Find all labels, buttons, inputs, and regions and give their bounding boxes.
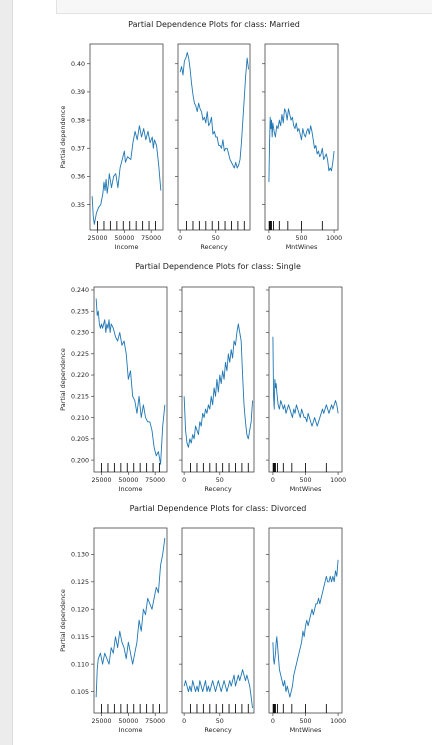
x-axis-label: Income bbox=[119, 726, 143, 734]
y-tick-label: 0.210 bbox=[71, 415, 89, 422]
x-tick-label: 75000 bbox=[145, 477, 165, 484]
y-tick-label: 0.130 bbox=[71, 552, 89, 559]
y-tick-label: 0.235 bbox=[71, 308, 89, 315]
subplot-mntwines: 0 500 1000 MntWines bbox=[262, 44, 342, 251]
x-axis-label: Recency bbox=[200, 243, 227, 251]
x-tick-label: 1000 bbox=[326, 235, 342, 242]
y-tick-label: 0.105 bbox=[71, 689, 89, 696]
pd-series-line bbox=[273, 560, 338, 697]
x-tick-label: 0 bbox=[178, 235, 182, 242]
x-axis-label: Income bbox=[115, 243, 139, 251]
x-axis-label: MntWines bbox=[286, 243, 318, 251]
x-tick-label: 50 bbox=[216, 477, 224, 484]
subplot-mntwines: 0 500 1000 MntWines bbox=[266, 287, 346, 493]
y-tick-label: 0.35 bbox=[71, 202, 85, 209]
plot-frame bbox=[178, 44, 250, 230]
x-tick-label: 0 bbox=[182, 477, 186, 484]
plot-frame bbox=[269, 287, 342, 472]
y-tick-label: 0.110 bbox=[71, 661, 89, 668]
subplot-mntwines: 0 500 1000 MntWines bbox=[266, 528, 346, 734]
x-tick-label: 500 bbox=[299, 477, 311, 484]
x-tick-label: 25000 bbox=[87, 235, 107, 242]
subplot-income: 0.105 0.110 0.115 0.120 0.125 0.130 25000 50000… bbox=[71, 528, 167, 734]
x-tick-label: 0 bbox=[271, 718, 275, 725]
pdp-figure-2: Partial Dependence Plots for class: Divo… bbox=[59, 504, 346, 734]
y-axis-label: Partial dependence bbox=[59, 106, 67, 169]
x-tick-label: 500 bbox=[295, 235, 307, 242]
pd-series-line bbox=[92, 126, 161, 225]
x-axis-label: Income bbox=[119, 485, 143, 493]
x-tick-label: 75000 bbox=[145, 718, 165, 725]
plot-frame bbox=[94, 287, 167, 472]
x-tick-label: 50 bbox=[212, 235, 220, 242]
x-tick-label: 0 bbox=[267, 235, 271, 242]
plot-frame bbox=[94, 528, 167, 713]
y-tick-label: 0.220 bbox=[71, 372, 89, 379]
y-tick-label: 0.225 bbox=[71, 351, 89, 358]
y-tick-label: 0.39 bbox=[71, 89, 85, 96]
pd-series-line bbox=[184, 670, 252, 708]
pdp-figure-0: Partial Dependence Plots for class: Marr… bbox=[59, 20, 342, 251]
y-tick-label: 0.240 bbox=[71, 287, 89, 294]
pd-series-line bbox=[96, 538, 165, 697]
subplot-income: 0.200 0.205 0.210 0.215 0.220 0.225 0.230 0.235… bbox=[71, 287, 167, 493]
x-tick-label: 50000 bbox=[114, 235, 134, 242]
x-tick-label: 1000 bbox=[330, 477, 346, 484]
y-tick-label: 0.36 bbox=[71, 174, 85, 181]
pd-series-line bbox=[273, 337, 338, 426]
subplot-income: 0.35 0.36 0.37 0.38 0.39 0.40 25000 50000 75000I… bbox=[71, 44, 163, 251]
x-axis-label: Recency bbox=[204, 485, 231, 493]
x-tick-label: 50000 bbox=[118, 718, 138, 725]
plot-frame bbox=[269, 528, 342, 713]
pd-series-line bbox=[180, 52, 248, 168]
figure-title: Partial Dependence Plots for class: Sing… bbox=[135, 262, 301, 271]
x-tick-label: 25000 bbox=[91, 718, 111, 725]
y-tick-label: 0.125 bbox=[71, 579, 89, 586]
y-tick-label: 0.200 bbox=[71, 457, 89, 464]
x-axis-label: Recency bbox=[204, 726, 231, 734]
y-axis-label: Partial dependence bbox=[59, 348, 67, 411]
y-tick-label: 0.40 bbox=[71, 61, 85, 68]
x-tick-label: 0 bbox=[182, 718, 186, 725]
figure-title: Partial Dependence Plots for class: Marr… bbox=[128, 20, 300, 29]
x-tick-label: 0 bbox=[271, 477, 275, 484]
figure-title: Partial Dependence Plots for class: Divo… bbox=[130, 504, 307, 513]
x-tick-label: 50 bbox=[216, 718, 224, 725]
y-tick-label: 0.215 bbox=[71, 393, 89, 400]
x-tick-label: 75000 bbox=[141, 235, 161, 242]
y-tick-label: 0.120 bbox=[71, 606, 89, 613]
x-tick-label: 500 bbox=[299, 718, 311, 725]
x-axis-label: MntWines bbox=[290, 726, 322, 734]
y-tick-label: 0.38 bbox=[71, 117, 85, 124]
plot-frame bbox=[182, 528, 254, 713]
y-tick-label: 0.205 bbox=[71, 436, 89, 443]
x-tick-label: 25000 bbox=[91, 477, 111, 484]
pd-series-line bbox=[184, 324, 252, 447]
pd-series-line bbox=[269, 109, 334, 182]
pd-series-line bbox=[96, 298, 165, 464]
x-tick-label: 50000 bbox=[118, 477, 138, 484]
y-tick-label: 0.230 bbox=[71, 330, 89, 337]
x-tick-label: 1000 bbox=[330, 718, 346, 725]
y-tick-label: 0.37 bbox=[71, 145, 85, 152]
pdp-figure-1: Partial Dependence Plots for class: Sing… bbox=[59, 262, 346, 493]
y-tick-label: 0.115 bbox=[71, 634, 89, 641]
y-axis-label: Partial dependence bbox=[59, 589, 67, 652]
x-axis-label: MntWines bbox=[290, 485, 322, 493]
